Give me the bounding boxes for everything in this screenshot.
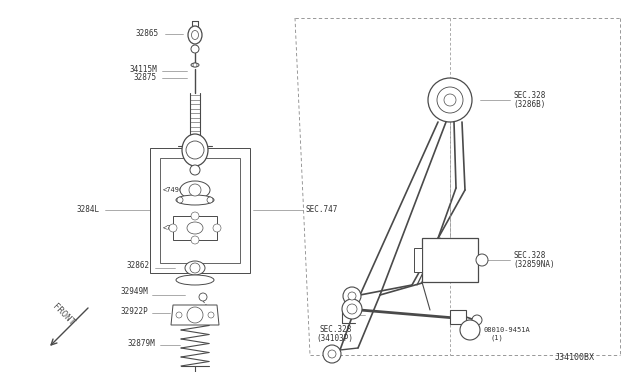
Circle shape — [207, 197, 213, 203]
Circle shape — [189, 184, 201, 196]
Text: SEC.328: SEC.328 — [320, 326, 353, 334]
Ellipse shape — [185, 261, 205, 275]
Ellipse shape — [191, 31, 198, 39]
Circle shape — [472, 315, 482, 325]
Circle shape — [437, 87, 463, 113]
Ellipse shape — [176, 195, 214, 205]
Text: FRONT: FRONT — [51, 302, 76, 328]
Circle shape — [476, 254, 488, 266]
Text: J34100BX: J34100BX — [555, 353, 595, 362]
Circle shape — [428, 78, 472, 122]
Ellipse shape — [187, 222, 203, 234]
Bar — [150, 148, 250, 273]
Text: <74940>: <74940> — [163, 225, 193, 231]
Circle shape — [190, 263, 200, 273]
Circle shape — [190, 165, 200, 175]
Text: (32859NA): (32859NA) — [513, 260, 555, 269]
Text: SEC.328: SEC.328 — [513, 92, 545, 100]
Bar — [450, 310, 466, 324]
Circle shape — [328, 350, 336, 358]
Circle shape — [186, 141, 204, 159]
Circle shape — [347, 304, 357, 314]
Bar — [414, 248, 422, 272]
Circle shape — [199, 293, 207, 301]
Polygon shape — [173, 216, 217, 240]
Text: SEC.747: SEC.747 — [306, 205, 339, 215]
Polygon shape — [171, 305, 219, 325]
Circle shape — [208, 312, 214, 318]
Text: (3286B): (3286B) — [513, 99, 545, 109]
Circle shape — [177, 197, 183, 203]
Text: (1): (1) — [490, 335, 503, 341]
Circle shape — [343, 287, 361, 305]
Text: 34115M: 34115M — [129, 65, 157, 74]
Circle shape — [213, 224, 221, 232]
Circle shape — [348, 292, 356, 300]
Bar — [422, 238, 478, 282]
Text: SEC.328: SEC.328 — [513, 251, 545, 260]
Circle shape — [460, 320, 480, 340]
Circle shape — [187, 307, 203, 323]
Text: 32865: 32865 — [136, 29, 159, 38]
Ellipse shape — [182, 134, 208, 166]
Ellipse shape — [191, 63, 199, 67]
Text: 32949M: 32949M — [120, 288, 148, 296]
Circle shape — [176, 312, 182, 318]
Ellipse shape — [176, 275, 214, 285]
Text: (34103P): (34103P) — [316, 334, 353, 343]
Circle shape — [193, 63, 197, 67]
Text: 08010-9451A: 08010-9451A — [483, 327, 530, 333]
Circle shape — [191, 236, 199, 244]
Circle shape — [323, 345, 341, 363]
Text: B: B — [468, 327, 472, 333]
Ellipse shape — [180, 181, 210, 199]
Circle shape — [169, 224, 177, 232]
Circle shape — [342, 299, 362, 319]
Text: <74963>: <74963> — [163, 187, 193, 193]
Bar — [160, 158, 240, 263]
Text: 32875: 32875 — [134, 74, 157, 83]
Text: 32862: 32862 — [127, 260, 150, 269]
Text: 3284L: 3284L — [77, 205, 100, 215]
Circle shape — [444, 94, 456, 106]
Ellipse shape — [188, 26, 202, 44]
Circle shape — [191, 212, 199, 220]
Circle shape — [191, 45, 199, 53]
Text: 32922P: 32922P — [120, 308, 148, 317]
Text: 32879M: 32879M — [127, 339, 155, 347]
